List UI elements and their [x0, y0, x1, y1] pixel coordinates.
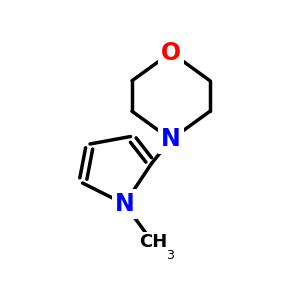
Text: N: N	[161, 128, 181, 152]
Text: 3: 3	[167, 249, 174, 262]
Text: O: O	[161, 40, 181, 64]
Text: N: N	[115, 192, 134, 216]
Text: CH: CH	[139, 233, 167, 251]
